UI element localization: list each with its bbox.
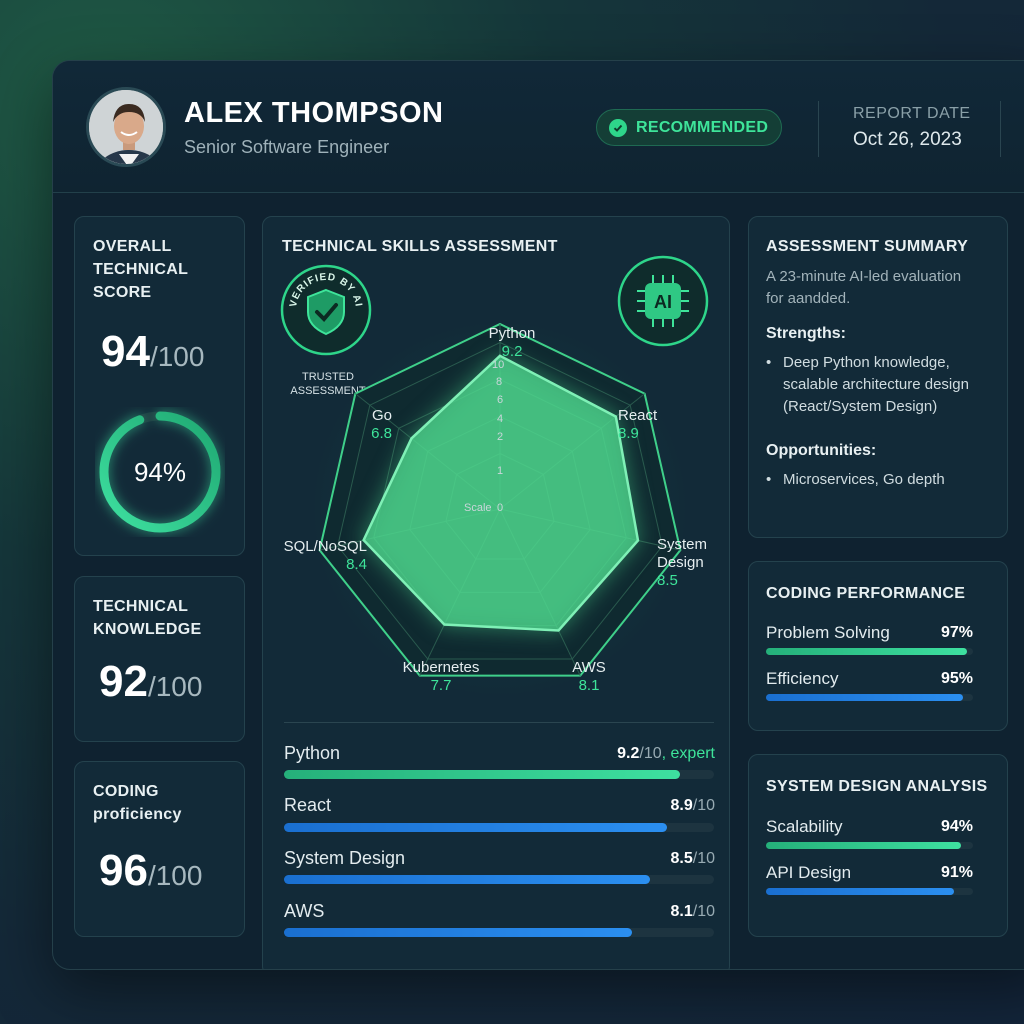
radar-grid-ring (337, 341, 663, 660)
radar-label-react: React 8.9 (618, 407, 658, 442)
technical-knowledge-title: TECHNICAL KNOWLEDGE (93, 598, 202, 638)
overall-score-card: OVERALL TECHNICAL SCORE 94/100 94% (74, 216, 245, 556)
radar-tick: 6 (497, 394, 504, 406)
metric-bar-fill (766, 694, 963, 701)
summary-intro: A 23-minute AI-led evaluation for aandde… (766, 268, 962, 307)
assessment-summary-card: ASSESSMENT SUMMARY A 23-minute AI-led ev… (748, 216, 1008, 538)
ai-chip-icon: AI (617, 255, 709, 347)
strengths-label: Strengths: (766, 325, 846, 342)
skills-assessment-panel: TECHNICAL SKILLS ASSESSMENT VERIFIED BY … (262, 216, 730, 969)
radar-scale-label: Scale (464, 502, 492, 514)
radar-label-system-design: System Design 8.5 (657, 536, 708, 589)
radar-tick: 1 (497, 465, 504, 477)
report-date-label: REPORT DATE (853, 105, 971, 122)
coding-proficiency-title: CODING proficiency (93, 783, 182, 823)
svg-text:AI: AI (654, 292, 672, 312)
skill-bar-fill (284, 875, 650, 884)
radar-tick: 8 (496, 376, 503, 388)
candidate-name: ALEX THOMPSON (184, 97, 444, 129)
radar-tick: 2 (497, 431, 504, 443)
skill-bar-fill (284, 928, 633, 937)
radar-label-python: Python 9.2 (488, 325, 536, 360)
report-header: ALEX THOMPSON Senior Software Engineer R… (53, 61, 1024, 193)
coding-performance-card: CODING PERFORMANCE Problem Solving 97% E… (748, 561, 1008, 731)
overall-score-value: 94/100 (101, 327, 205, 376)
radar-tick: 10 (492, 359, 505, 371)
radar-series-area (362, 354, 640, 632)
verified-shield-icon: VERIFIED BY AI (280, 264, 372, 356)
radar-tick: 4 (497, 413, 504, 425)
metric-bar-fill (766, 648, 967, 655)
overall-score-gauge: 94% (99, 411, 221, 533)
recommended-badge: RECOMMENDED (596, 109, 782, 146)
skills-radar-chart (310, 319, 690, 699)
overall-score-title: OVERALL TECHNICAL SCORE (93, 238, 189, 301)
radar-tick: 0 (497, 502, 504, 514)
divider (818, 101, 819, 157)
strength-text: Deep Python knowledge, scalable architec… (783, 354, 969, 415)
technical-knowledge-value: 92/100 (99, 657, 203, 706)
radar-label-kubernetes: Kubernetes 7.7 (402, 659, 480, 694)
avatar (86, 87, 166, 167)
divider (1000, 101, 1001, 157)
skill-bar-fill (284, 823, 667, 832)
coding-performance-title: CODING PERFORMANCE (766, 585, 966, 602)
system-design-analysis-card: SYSTEM DESIGN ANALYSIS Scalability 94% A… (748, 754, 1008, 937)
metric-bar-fill (766, 842, 961, 849)
system-design-analysis-title: SYSTEM DESIGN ANALYSIS (766, 778, 988, 795)
divider (284, 722, 714, 723)
opportunity-text: Microservices, Go depth (783, 471, 945, 488)
assessment-summary-title: ASSESSMENT SUMMARY (766, 238, 969, 255)
skills-assessment-title: TECHNICAL SKILLS ASSESSMENT (282, 238, 558, 255)
report-date-value: Oct 26, 2023 (853, 129, 962, 150)
technical-knowledge-card: TECHNICAL KNOWLEDGE 92/100 (74, 576, 245, 742)
opportunity-bullet: • (766, 471, 772, 488)
skill-bar-fill (284, 770, 680, 779)
coding-proficiency-card: CODING proficiency 96/100 (74, 761, 245, 937)
metric-bar-fill (766, 888, 955, 895)
check-circle-icon (609, 118, 627, 137)
coding-proficiency-value: 96/100 (99, 846, 203, 895)
radar-label-sql: SQL/NoSQL 8.4 (283, 538, 367, 573)
radar-label-go: Go 6.8 (371, 407, 392, 442)
report-window: ALEX THOMPSON Senior Software Engineer R… (52, 60, 1024, 970)
gauge-percent: 94% (134, 457, 186, 487)
opportunities-label: Opportunities: (766, 442, 877, 459)
radar-label-aws: AWS 8.1 (572, 659, 606, 694)
badge-label: RECOMMENDED (636, 118, 769, 136)
trusted-assessment-label: TRUSTED ASSESSMENT (290, 371, 366, 397)
strength-bullet: • (766, 354, 772, 371)
candidate-role: Senior Software Engineer (184, 137, 390, 157)
